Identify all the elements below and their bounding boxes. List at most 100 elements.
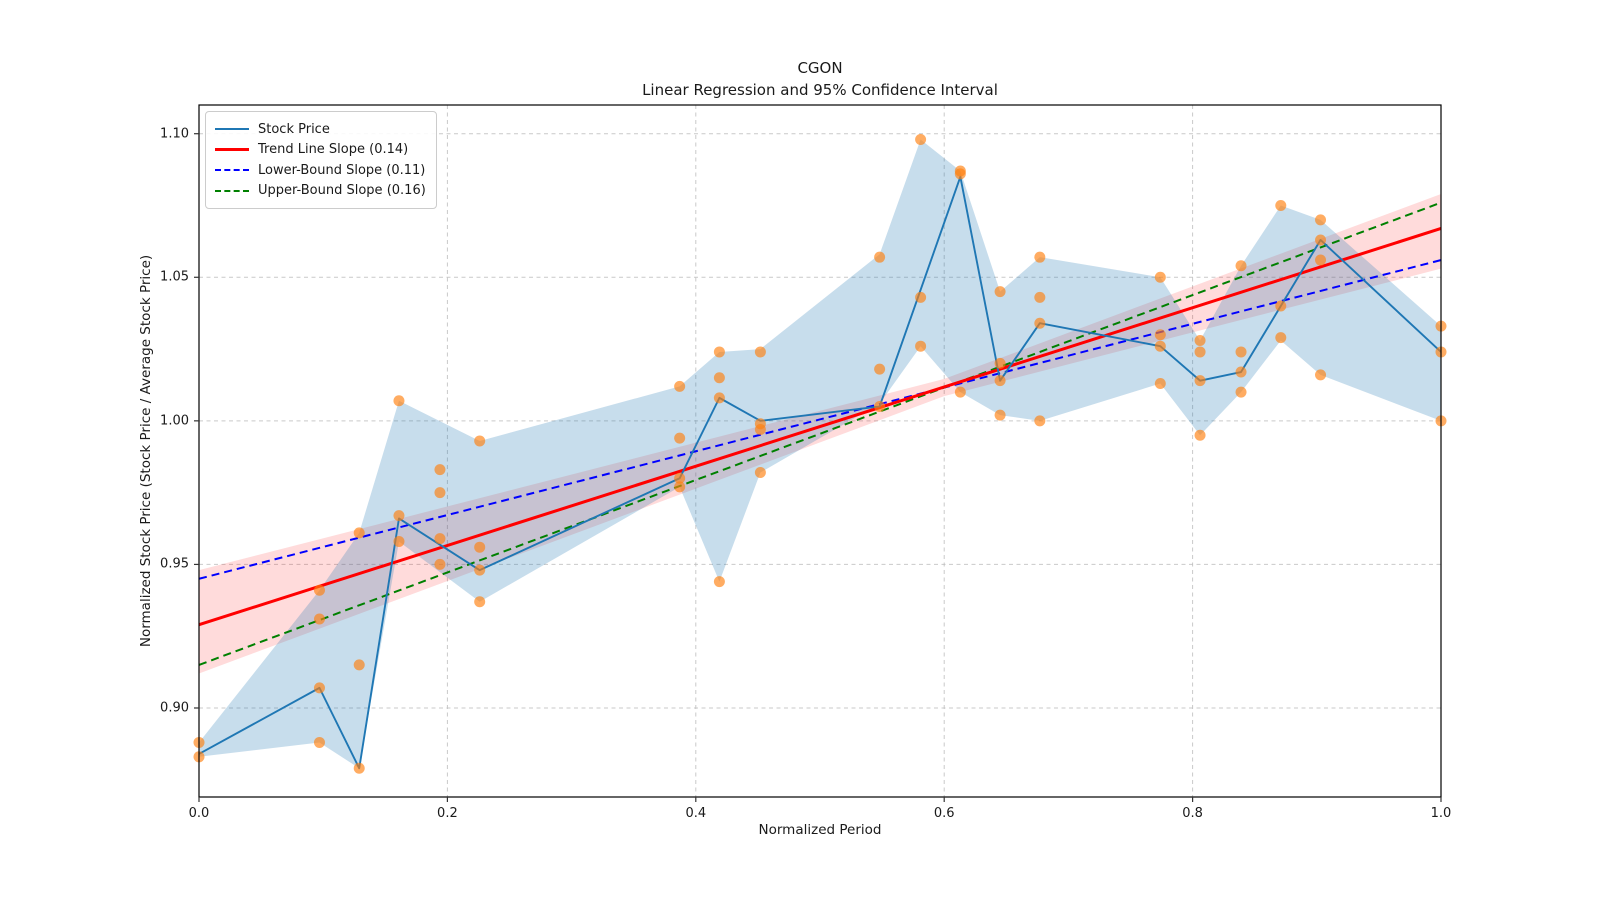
scatter-point xyxy=(1315,254,1327,266)
scatter-point xyxy=(1275,332,1287,344)
scatter-point xyxy=(915,291,927,303)
trend-confidence-band xyxy=(199,194,1441,674)
stock-confidence-band xyxy=(199,139,1441,769)
scatter-point xyxy=(754,346,766,358)
scatter-point xyxy=(313,584,325,596)
scatter-point xyxy=(353,527,365,539)
scatter-point xyxy=(313,613,325,625)
scatter-point xyxy=(1154,271,1166,283)
scatter-point xyxy=(353,659,365,671)
scatter-point xyxy=(313,736,325,748)
y-axis-label: Normalized Stock Price (Stock Price / Av… xyxy=(138,254,154,648)
x-tick-label: 0.6 xyxy=(933,806,955,821)
scatter-point xyxy=(353,762,365,774)
scatter-point xyxy=(474,596,486,608)
scatter-point xyxy=(1154,340,1166,352)
scatter-point xyxy=(1315,234,1327,246)
y-tick-label: 1.00 xyxy=(160,413,189,429)
scatter-point xyxy=(1235,366,1247,378)
scatter-point xyxy=(954,168,966,180)
scatter-point xyxy=(994,375,1006,387)
y-tick-label: 1.10 xyxy=(160,126,189,142)
scatter-point xyxy=(1275,300,1287,312)
legend: Stock Price Trend Line Slope (0.14) Lowe… xyxy=(205,111,437,209)
trend-line-swatch xyxy=(215,148,249,152)
scatter-point xyxy=(1235,386,1247,398)
scatter-point xyxy=(1034,317,1046,329)
chart-subtitle: Linear Regression and 95% Confidence Int… xyxy=(642,80,998,99)
scatter-point xyxy=(674,432,686,444)
scatter-point xyxy=(1315,214,1327,226)
scatter-point xyxy=(393,535,405,547)
legend-label: Stock Price xyxy=(258,121,330,137)
scatter-point xyxy=(713,392,725,404)
y-tick-label: 0.95 xyxy=(160,556,189,572)
scatter-point xyxy=(474,435,486,447)
x-axis-label: Normalized Period xyxy=(758,822,882,838)
legend-item-stock-price: Stock Price xyxy=(215,119,426,140)
scatter-point xyxy=(434,558,446,570)
trend-line xyxy=(198,227,1442,627)
scatter-point xyxy=(713,576,725,588)
scatter-point xyxy=(754,423,766,435)
x-tick-label: 0.0 xyxy=(188,806,210,821)
scatter-point xyxy=(1154,329,1166,341)
scatter-point xyxy=(1235,346,1247,358)
scatter-point xyxy=(994,286,1006,298)
scatter-point xyxy=(994,357,1006,369)
x-tick-label: 0.2 xyxy=(437,806,458,821)
scatter-point xyxy=(754,467,766,479)
scatter-point xyxy=(393,395,405,407)
title-block: CGON Linear Regression and 95% Confidenc… xyxy=(199,58,1441,102)
scatter-point xyxy=(1194,429,1206,441)
scatter-point xyxy=(434,464,446,476)
scatter-point xyxy=(434,533,446,545)
lower-bound-line xyxy=(198,259,1442,580)
scatter-point xyxy=(313,682,325,694)
scatter-point xyxy=(1235,260,1247,272)
y-tick-label: 0.90 xyxy=(160,700,189,716)
scatter-point xyxy=(1194,375,1206,387)
scatter-point xyxy=(874,363,886,375)
scatter-point xyxy=(874,400,886,412)
scatter-point xyxy=(874,251,886,263)
x-tick-label: 0.8 xyxy=(1182,806,1203,821)
chart-title: CGON xyxy=(797,59,843,77)
x-tick-label: 0.4 xyxy=(685,806,707,821)
scatter-point xyxy=(1194,346,1206,358)
legend-label: Upper-Bound Slope (0.16) xyxy=(258,183,426,199)
scatter-point xyxy=(393,510,405,522)
scatter-point xyxy=(915,133,927,145)
scatter-point xyxy=(1154,378,1166,390)
scatter-point xyxy=(1034,251,1046,263)
scatter-point xyxy=(1194,334,1206,346)
scatter-point xyxy=(713,346,725,358)
scatter-point xyxy=(674,380,686,392)
scatter-point xyxy=(1034,415,1046,427)
scatter-point xyxy=(674,481,686,493)
upper-bound-swatch xyxy=(215,189,249,192)
upper-bound-line xyxy=(198,201,1442,666)
scatter-point xyxy=(1315,369,1327,381)
legend-label: Trend Line Slope (0.14) xyxy=(258,142,409,158)
plot-border xyxy=(198,104,1442,798)
scatter-point xyxy=(474,541,486,553)
legend-item-trend-line: Trend Line Slope (0.14) xyxy=(215,140,426,161)
x-tick-label: 1.0 xyxy=(1430,806,1452,821)
y-tick-label: 1.05 xyxy=(160,269,189,285)
legend-item-upper-bound: Upper-Bound Slope (0.16) xyxy=(215,181,426,202)
scatter-point xyxy=(954,386,966,398)
scatter-point xyxy=(994,409,1006,421)
lower-bound-swatch xyxy=(215,169,249,172)
scatter-point xyxy=(674,472,686,484)
scatter-point xyxy=(915,340,927,352)
stock-line-swatch xyxy=(215,128,249,131)
scatter-point xyxy=(1275,199,1287,211)
scatter-point xyxy=(474,564,486,576)
legend-item-lower-bound: Lower-Bound Slope (0.11) xyxy=(215,160,426,181)
scatter-point xyxy=(1034,291,1046,303)
scatter-point xyxy=(713,372,725,384)
legend-label: Lower-Bound Slope (0.11) xyxy=(258,162,426,178)
